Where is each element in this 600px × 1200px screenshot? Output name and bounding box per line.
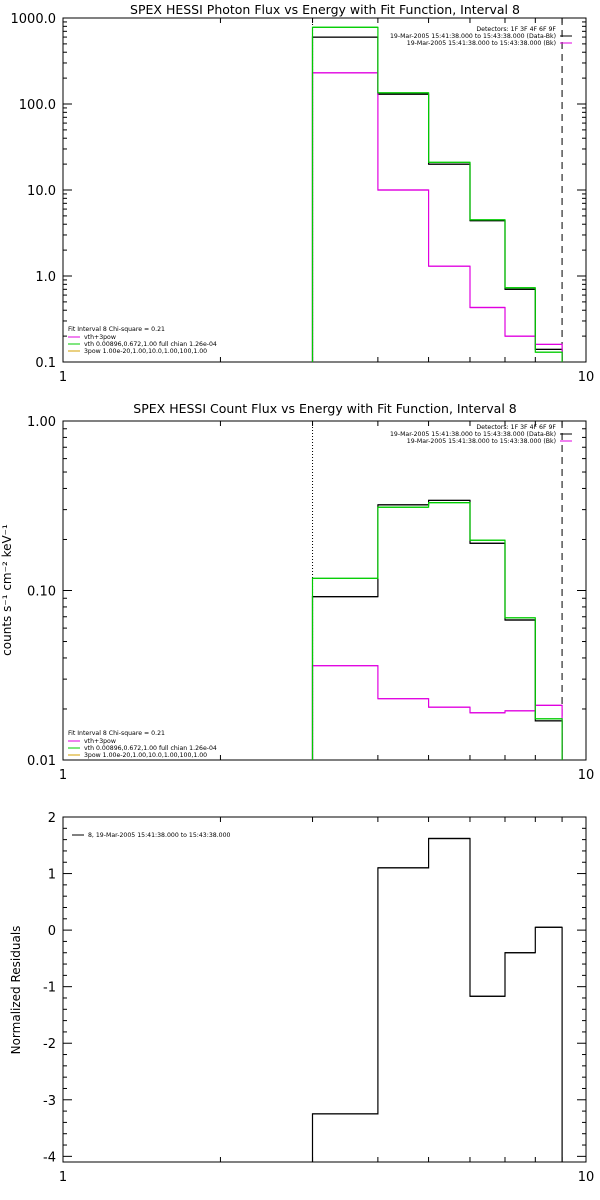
residuals-y-ticks: -4 -3 -2 -1 0 1 2 xyxy=(43,811,56,1165)
x-tick-label: 1 xyxy=(59,1170,67,1185)
photon-flux-title: SPEX HESSI Photon Flux vs Energy with Fi… xyxy=(130,2,520,17)
legend-3pow: 3pow 1.00e-20,1.00,10.0,1.00,100,1.00 xyxy=(84,752,207,759)
black-step-line xyxy=(311,36,563,362)
count-flux-y-ticks: 0.01 0.10 1.00 xyxy=(27,415,56,769)
x-tick-label: 1 xyxy=(59,370,67,385)
y-tick-label: 1.0 xyxy=(35,270,56,285)
y-tick-label: 100.0 xyxy=(19,98,56,113)
residuals-panel: Normalized Residuals -4 -3 -2 -1 0 1 2 1… xyxy=(9,811,594,1185)
count-flux-plot xyxy=(62,420,587,761)
count-flux-y-label: counts s⁻¹ cm⁻² keV⁻¹ xyxy=(0,524,14,656)
y-tick-label: 0.01 xyxy=(27,754,56,769)
black-step-series xyxy=(311,36,563,362)
y-tick-label: 1.00 xyxy=(27,415,56,430)
count-flux-panel: SPEX HESSI Count Flux vs Energy with Fit… xyxy=(0,401,594,783)
legend-model: vth+3pow xyxy=(84,738,116,745)
count-flux-x-ticks: 1 10 xyxy=(59,768,594,783)
black-step-series xyxy=(311,837,563,1162)
axes-frame xyxy=(62,17,587,363)
x-tick-label: 10 xyxy=(578,370,595,385)
photon-flux-plot xyxy=(62,17,587,363)
legend-detectors: Detectors: 1F 3F 4F 6F 9F xyxy=(476,424,556,431)
legend-bk: 19-Mar-2005 15:41:38.000 to 15:43:38.000… xyxy=(407,438,556,445)
green-step-line xyxy=(311,502,563,760)
green-step-line xyxy=(311,26,563,362)
legend-vth: vth 0.00896,0.672,1.00 full chian 1.26e-… xyxy=(84,341,217,348)
magenta-step-line xyxy=(311,72,563,362)
y-tick-label: 0 xyxy=(48,924,56,939)
residuals-y-label: Normalized Residuals xyxy=(9,926,23,1055)
y-tick-label: -1 xyxy=(43,981,56,996)
photon-flux-legend-bottom: Fit Interval 8 Chi-square = 0.21 vth+3po… xyxy=(68,326,217,355)
legend-model: vth+3pow xyxy=(84,334,116,341)
photon-flux-y-ticks: 0.1 1.0 10.0 100.0 1000.0 xyxy=(11,12,57,371)
magenta-step-series xyxy=(311,665,563,760)
legend-vth: vth 0.00896,0.672,1.00 full chian 1.26e-… xyxy=(84,745,217,752)
x-tick-label: 1 xyxy=(59,768,67,783)
y-tick-label: 0.10 xyxy=(27,585,56,600)
photon-flux-legend-top: Detectors: 1F 3F 4F 6F 9F 19-Mar-2005 15… xyxy=(390,26,572,47)
y-tick-label: 10.0 xyxy=(27,184,56,199)
y-tick-label: 1000.0 xyxy=(11,12,57,27)
y-tick-label: -3 xyxy=(43,1094,56,1109)
x-tick-label: 10 xyxy=(578,1170,595,1185)
residuals-plot xyxy=(62,816,587,1163)
y-tick-label: 1 xyxy=(48,868,56,883)
green-step-series xyxy=(311,26,563,362)
black-step-series xyxy=(311,499,563,760)
y-tick-label: -4 xyxy=(43,1150,56,1165)
axes-frame xyxy=(62,420,587,761)
black-step-line xyxy=(311,837,563,1162)
x-tick-label: 10 xyxy=(578,768,595,783)
legend-data-bk: 19-Mar-2005 15:41:38.000 to 15:43:38.000… xyxy=(390,431,556,438)
legend-interval-time: 8, 19-Mar-2005 15:41:38.000 to 15:43:38.… xyxy=(88,832,231,839)
magenta-step-line xyxy=(311,665,563,760)
y-tick-label: 2 xyxy=(48,811,56,826)
y-tick-label: -2 xyxy=(43,1037,56,1052)
black-step-line xyxy=(311,499,563,760)
residuals-x-ticks: 1 10 xyxy=(59,1170,594,1185)
legend-fit-interval: Fit Interval 8 Chi-square = 0.21 xyxy=(68,730,165,737)
y-tick-label: 0.1 xyxy=(35,356,56,371)
legend-3pow: 3pow 1.00e-20,1.00,10.0,1.00,100,1.00 xyxy=(84,348,207,355)
green-step-series xyxy=(311,502,563,760)
count-flux-legend-bottom: Fit Interval 8 Chi-square = 0.21 vth+3po… xyxy=(68,730,217,759)
photon-flux-x-ticks: 1 10 xyxy=(59,370,594,385)
legend-data-bk: 19-Mar-2005 15:41:38.000 to 15:43:38.000… xyxy=(390,33,556,40)
legend-bk: 19-Mar-2005 15:41:38.000 to 15:43:38.000… xyxy=(407,40,556,47)
magenta-step-series xyxy=(311,72,563,362)
axes-frame xyxy=(62,816,587,1163)
photon-flux-panel: SPEX HESSI Photon Flux vs Energy with Fi… xyxy=(11,2,595,385)
count-flux-title: SPEX HESSI Count Flux vs Energy with Fit… xyxy=(133,401,516,416)
legend-fit-interval: Fit Interval 8 Chi-square = 0.21 xyxy=(68,326,165,333)
residuals-legend: 8, 19-Mar-2005 15:41:38.000 to 15:43:38.… xyxy=(72,832,231,839)
legend-detectors: Detectors: 1F 3F 4F 6F 9F xyxy=(476,26,556,33)
count-flux-legend-top: Detectors: 1F 3F 4F 6F 9F 19-Mar-2005 15… xyxy=(390,424,572,445)
